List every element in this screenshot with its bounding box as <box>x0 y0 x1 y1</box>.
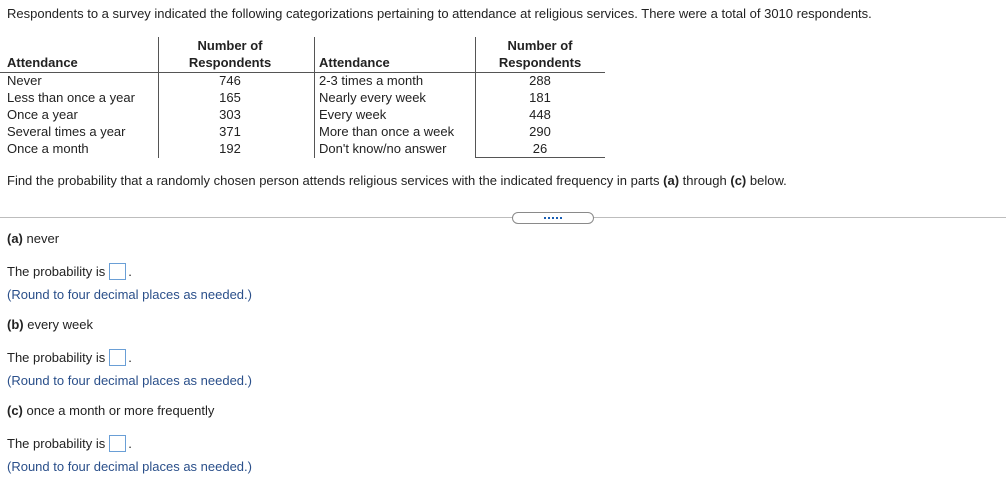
part-a-answer-line: The probability is . <box>7 263 132 280</box>
part-a-period: . <box>128 264 132 279</box>
instructions-part-a: (a) <box>663 173 680 188</box>
table-bottom-line <box>475 157 605 158</box>
part-c-period: . <box>128 436 132 451</box>
instructions-suffix: below. <box>746 173 787 188</box>
table-row-count: 303 <box>219 107 241 122</box>
table-row-count: 448 <box>529 107 551 122</box>
instructions-middle: through <box>679 173 731 188</box>
part-b-answer-input[interactable] <box>109 349 127 366</box>
part-c-letter: (c) <box>7 403 23 418</box>
part-b-hint: (Round to four decimal places as needed.… <box>7 373 252 388</box>
part-c-answer-input[interactable] <box>109 435 127 452</box>
part-c-answer-prefix: The probability is <box>7 436 106 451</box>
part-c-answer-line: The probability is . <box>7 435 132 452</box>
table-row-count: 746 <box>219 73 241 88</box>
table-row-count: 26 <box>532 141 548 156</box>
part-a-answer-input[interactable] <box>109 263 127 280</box>
table-row-attendance: Never <box>7 73 42 88</box>
right-header-count-line2: Respondents <box>498 55 582 70</box>
expand-more-button[interactable] <box>512 212 594 224</box>
table-row-count: 290 <box>529 124 551 139</box>
part-c-hint: (Round to four decimal places as needed.… <box>7 459 252 474</box>
instructions-part-c: (c) <box>730 173 747 188</box>
left-header-count-line2: Respondents <box>188 55 272 70</box>
part-a-answer-prefix: The probability is <box>7 264 106 279</box>
table-row-attendance: 2-3 times a month <box>319 73 424 88</box>
part-b-answer-line: The probability is . <box>7 349 132 366</box>
table-row-attendance: Less than once a year <box>7 90 135 105</box>
part-b-answer-prefix: The probability is <box>7 350 106 365</box>
column-divider-2 <box>314 37 315 158</box>
part-b-letter: (b) <box>7 317 24 332</box>
table-row-attendance: Every week <box>319 107 387 122</box>
right-header-count-line1: Number of <box>507 38 573 53</box>
attendance-table: Attendance Number of Respondents Attenda… <box>0 37 610 158</box>
part-b-label: (b) every week <box>7 317 93 332</box>
header-divider <box>0 72 605 73</box>
table-row-count: 288 <box>529 73 551 88</box>
problem-intro: Respondents to a survey indicated the fo… <box>7 6 872 21</box>
table-row-attendance: Don't know/no answer <box>319 141 447 156</box>
table-row-attendance: Nearly every week <box>319 90 426 105</box>
instructions-prefix: Find the probability that a randomly cho… <box>7 173 664 188</box>
column-divider-3 <box>475 37 476 158</box>
part-c-label: (c) once a month or more frequently <box>7 403 214 418</box>
left-header-attendance: Attendance <box>7 55 78 70</box>
part-a-hint: (Round to four decimal places as needed.… <box>7 287 252 302</box>
table-row-count: 181 <box>529 90 551 105</box>
column-divider-1 <box>158 37 159 158</box>
part-a-label: (a) never <box>7 231 59 246</box>
table-row-attendance: Several times a year <box>7 124 126 139</box>
section-divider <box>0 217 1006 218</box>
part-b-text: every week <box>23 317 93 332</box>
table-row-count: 371 <box>219 124 241 139</box>
table-row-attendance: Once a month <box>7 141 89 156</box>
part-c-text: once a month or more frequently <box>22 403 215 418</box>
right-header-attendance: Attendance <box>319 55 390 70</box>
ellipsis-icon <box>544 217 562 219</box>
part-a-letter: (a) <box>7 231 23 246</box>
left-header-count-line1: Number of <box>197 38 263 53</box>
table-row-count: 165 <box>219 90 241 105</box>
table-row-attendance: More than once a week <box>319 124 455 139</box>
table-row-attendance: Once a year <box>7 107 78 122</box>
table-row-count: 192 <box>219 141 241 156</box>
part-a-text: never <box>22 231 60 246</box>
part-b-period: . <box>128 350 132 365</box>
instructions: Find the probability that a randomly cho… <box>7 173 787 188</box>
